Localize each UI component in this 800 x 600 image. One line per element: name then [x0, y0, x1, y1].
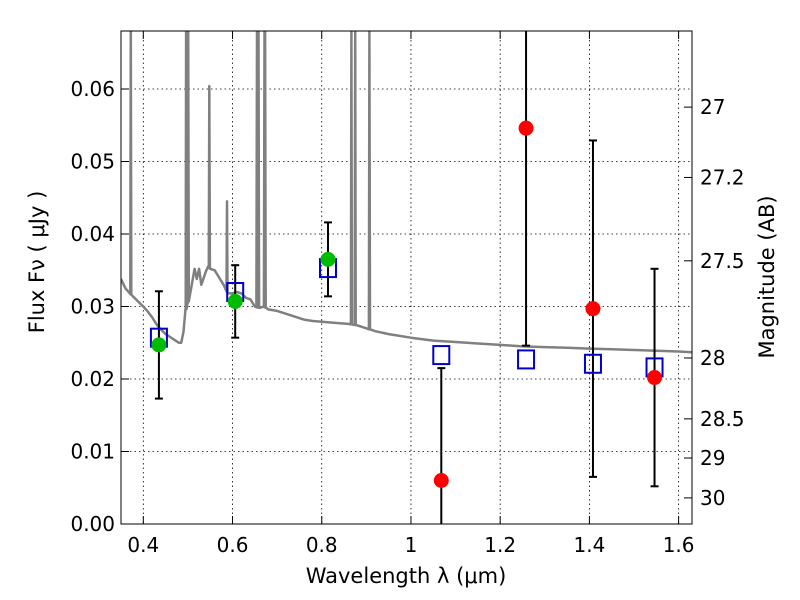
- x-axis-label: Wavelength λ (μm): [306, 564, 507, 588]
- undetected-point: [518, 120, 534, 136]
- model-photometry-point: [517, 349, 536, 370]
- y-axis-left: 0.00 0.01 0.02 0.03 0.04 0.05 0.06: [70, 77, 129, 536]
- model-sed-line: [121, 31, 692, 354]
- y2-tick-label: 27.2: [700, 165, 745, 189]
- y-axis-right: 27 27.2 27.5 28 28.5 29 30: [684, 95, 745, 510]
- detected-point: [227, 293, 243, 309]
- model-photometry-point: [583, 353, 602, 374]
- undetected-point: [647, 370, 663, 386]
- y-tick-label: 0.06: [70, 77, 115, 101]
- detected-point: [151, 337, 167, 353]
- x-tick-label: 0.6: [217, 533, 249, 557]
- y-tick-label: 0.03: [70, 295, 115, 319]
- y-tick-label: 0.02: [70, 367, 115, 391]
- y2-tick-label: 27.5: [700, 249, 745, 273]
- x-tick-label: 1.4: [573, 533, 605, 557]
- x-tick-label: 0.4: [127, 533, 159, 557]
- y-axis-right-label: Magnitude (AB): [755, 195, 779, 358]
- grid-lines: [121, 31, 692, 525]
- x-tick-label: 0.8: [306, 533, 338, 557]
- undetected-point: [585, 301, 601, 317]
- y2-tick-label: 27: [700, 95, 725, 119]
- y-tick-label: 0.00: [70, 512, 115, 536]
- y2-tick-label: 28.5: [700, 407, 745, 431]
- x-tick-label: 1: [405, 533, 418, 557]
- x-tick-label: 1.2: [484, 533, 516, 557]
- y2-tick-label: 28: [700, 346, 725, 370]
- undetected-point: [433, 473, 449, 488]
- axes-frame: [120, 30, 693, 525]
- detected-point: [320, 251, 336, 267]
- y-axis-label: Flux Fν ( μJy ): [25, 191, 49, 334]
- y-tick-label: 0.04: [70, 222, 115, 246]
- x-tick-label: 1.6: [663, 533, 695, 557]
- y-tick-label: 0.01: [70, 440, 115, 464]
- y2-tick-label: 30: [700, 486, 725, 510]
- y-tick-label: 0.05: [70, 150, 115, 174]
- plot-area: [121, 31, 692, 524]
- model-photometry-point: [432, 345, 451, 366]
- x-axis: 0.4 0.6 0.8 1 1.2 1.4 1.6: [127, 31, 695, 557]
- y2-tick-label: 29: [700, 446, 725, 470]
